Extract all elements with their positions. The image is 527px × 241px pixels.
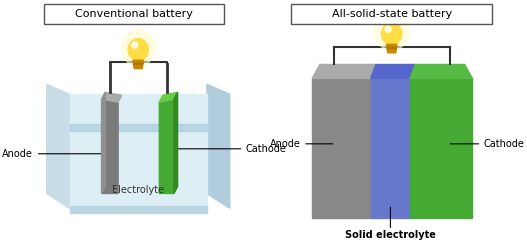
Polygon shape (312, 65, 376, 78)
Polygon shape (386, 44, 397, 47)
Circle shape (132, 42, 138, 48)
Polygon shape (387, 47, 397, 50)
Polygon shape (47, 84, 70, 208)
Circle shape (122, 30, 155, 66)
Polygon shape (207, 84, 230, 208)
Polygon shape (159, 99, 174, 194)
FancyBboxPatch shape (44, 4, 225, 24)
Circle shape (128, 39, 149, 60)
Polygon shape (134, 66, 143, 69)
Polygon shape (159, 92, 178, 102)
Bar (312, 78, 370, 218)
Circle shape (385, 26, 391, 33)
Text: Electrolyte: Electrolyte (112, 186, 164, 195)
Bar (370, 78, 410, 218)
FancyBboxPatch shape (291, 4, 492, 24)
Text: Anode: Anode (270, 139, 301, 149)
Text: Cathode: Cathode (246, 144, 286, 154)
Polygon shape (370, 65, 415, 78)
Polygon shape (410, 65, 472, 78)
Polygon shape (133, 60, 143, 63)
Polygon shape (102, 99, 118, 194)
Polygon shape (70, 124, 207, 131)
Polygon shape (133, 63, 143, 66)
Polygon shape (70, 94, 207, 208)
Polygon shape (387, 50, 396, 53)
Text: Solid electrolyte: Solid electrolyte (345, 230, 436, 240)
Text: Conventional battery: Conventional battery (75, 9, 193, 19)
Circle shape (375, 14, 408, 51)
Text: Cathode: Cathode (483, 139, 524, 149)
Text: Anode: Anode (2, 149, 33, 159)
Bar (410, 78, 472, 218)
Text: All-solid-state battery: All-solid-state battery (331, 9, 452, 19)
Polygon shape (102, 92, 105, 194)
Circle shape (382, 23, 402, 45)
Polygon shape (70, 206, 207, 213)
Polygon shape (102, 92, 122, 102)
Polygon shape (174, 92, 178, 194)
